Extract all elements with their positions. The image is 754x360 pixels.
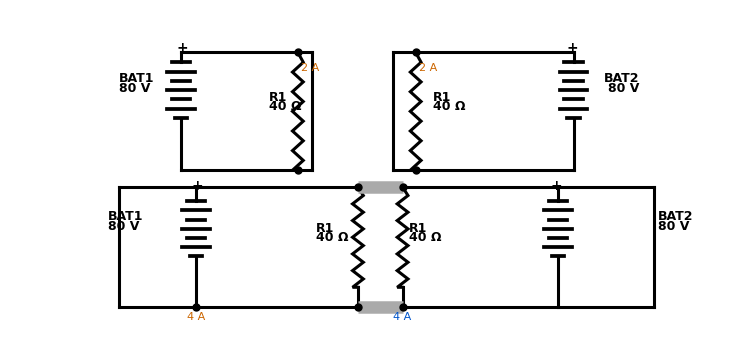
Text: R1: R1 [268,91,287,104]
Text: R1: R1 [433,91,451,104]
Text: 80 V: 80 V [658,220,690,233]
Text: 2 A: 2 A [301,63,319,73]
Text: +: + [192,179,204,193]
Text: 80 V: 80 V [108,220,139,233]
Text: 40 Ω: 40 Ω [316,231,348,244]
Text: 4 A: 4 A [394,312,412,322]
Text: 2 A: 2 A [418,63,437,73]
Text: +: + [176,41,188,55]
Text: BAT1: BAT1 [108,210,143,223]
Text: R1: R1 [409,222,427,235]
Text: 80 V: 80 V [608,82,639,95]
Text: 80 V: 80 V [119,82,151,95]
Text: BAT1: BAT1 [119,72,155,85]
Text: +: + [550,179,562,193]
Text: 40 Ω: 40 Ω [268,100,301,113]
Text: 40 Ω: 40 Ω [409,231,441,244]
Text: 40 Ω: 40 Ω [433,100,465,113]
Text: +: + [566,41,578,55]
Text: 4 A: 4 A [187,312,205,322]
Text: BAT2: BAT2 [603,72,639,85]
Text: R1: R1 [316,222,334,235]
Text: BAT2: BAT2 [658,210,694,223]
